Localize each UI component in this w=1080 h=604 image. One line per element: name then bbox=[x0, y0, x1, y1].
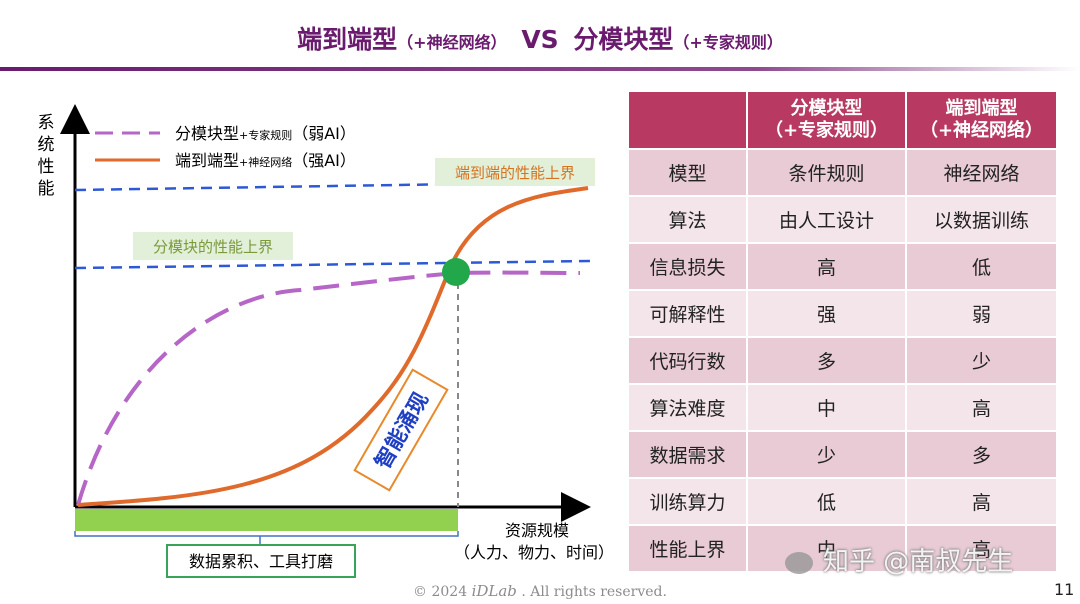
table-cell: 少 bbox=[748, 432, 907, 479]
table-cell: 低 bbox=[907, 244, 1058, 291]
y-axis-label-1: 系 bbox=[38, 113, 55, 133]
end-to-end-bound-line bbox=[74, 180, 591, 192]
end-to-end-bound-label: 端到端的性能上界 bbox=[455, 164, 575, 182]
table-cell: 弱 bbox=[907, 291, 1058, 338]
table-cell: 模型 bbox=[629, 150, 748, 197]
accumulation-bracket bbox=[75, 509, 458, 531]
performance-diagram: 系 统 性 能 端到端的性能上界 分模块的性能上界 智能涌现 分模块型+专家规则… bbox=[38, 104, 614, 578]
table-cell: 算法 bbox=[629, 197, 748, 244]
emergence-label-group: 智能涌现 bbox=[353, 368, 449, 492]
end-to-end-curve bbox=[77, 186, 589, 507]
title-modular-sub: （+专家规则） bbox=[673, 33, 783, 52]
table-row: 数据需求少多 bbox=[629, 432, 1058, 479]
legend-modular-name: 分模块型 bbox=[175, 124, 239, 143]
table-cell: 可解释性 bbox=[629, 291, 748, 338]
table-header-modular-line1: 分模块型 bbox=[790, 98, 863, 119]
table-header-row: 分模块型 （+专家规则） 端到端型 （+神经网络） bbox=[629, 92, 1058, 150]
title-end-to-end-sub: （+神经网络） bbox=[397, 33, 507, 52]
title-end-to-end: 端到端型 bbox=[297, 25, 398, 54]
table-row: 模型 条件规则 神经网络 bbox=[629, 150, 1058, 197]
table-cell: 高 bbox=[907, 385, 1058, 432]
table-cell: 多 bbox=[907, 432, 1058, 479]
table-row: 算法 由人工设计 以数据训练 bbox=[629, 197, 1058, 244]
table-header-end-to-end-line1: 端到端型 bbox=[945, 98, 1018, 119]
table-header-empty bbox=[629, 92, 748, 150]
table-cell: 强 bbox=[748, 291, 907, 338]
accumulation-label: 数据累积、工具打磨 bbox=[189, 552, 333, 571]
page-number: 11 bbox=[1054, 580, 1075, 599]
table-row: 信息损失高低 bbox=[629, 244, 1058, 291]
table-cell: 高 bbox=[907, 479, 1058, 526]
table-cell: 高 bbox=[748, 244, 907, 291]
table-row: 算法难度中高 bbox=[629, 385, 1058, 432]
title-divider bbox=[0, 67, 1080, 71]
table-row: 性能上界中高 bbox=[629, 526, 1058, 573]
title-modular: 分模块型 bbox=[573, 25, 674, 54]
table-cell: 少 bbox=[907, 338, 1058, 385]
modular-bound-line bbox=[74, 259, 591, 270]
table-cell: 训练算力 bbox=[629, 479, 748, 526]
y-axis-label-3: 性 bbox=[38, 157, 55, 177]
table-cell: 神经网络 bbox=[907, 150, 1058, 197]
table-cell: 由人工设计 bbox=[748, 197, 907, 244]
modular-bound-label: 分模块的性能上界 bbox=[153, 238, 273, 256]
legend-modular-label: 分模块型+专家规则（弱AI） bbox=[175, 124, 356, 143]
table-cell: 性能上界 bbox=[629, 526, 748, 573]
table-cell: 中 bbox=[748, 385, 907, 432]
table-row: 代码行数多少 bbox=[629, 338, 1058, 385]
copyright-prefix: © 2024 bbox=[413, 584, 472, 600]
legend-end-to-end-name: 端到端型 bbox=[175, 151, 239, 170]
table-header-end-to-end-line2: （+神经网络） bbox=[919, 120, 1044, 141]
table-header-modular: 分模块型 （+专家规则） bbox=[748, 92, 907, 150]
table-cell: 信息损失 bbox=[629, 244, 748, 291]
table-cell: 以数据训练 bbox=[907, 197, 1058, 244]
table-cell: 多 bbox=[748, 338, 907, 385]
copyright-suffix: . All rights reserved. bbox=[516, 584, 667, 600]
x-axis-sublabel: （人力、物力、时间） bbox=[454, 543, 614, 562]
accumulation-bracket-tail bbox=[74, 531, 459, 537]
emergence-label-box bbox=[353, 368, 449, 492]
crossover-point bbox=[442, 258, 470, 286]
table-cell: 数据需求 bbox=[629, 432, 748, 479]
table-cell: 算法难度 bbox=[629, 385, 748, 432]
x-axis-label: 资源规模 bbox=[505, 521, 569, 540]
table-cell: 中 bbox=[748, 526, 907, 573]
table-cell: 条件规则 bbox=[748, 150, 907, 197]
end-to-end-bound-label-box bbox=[435, 158, 595, 186]
comparison-table: 分模块型 （+专家规则） 端到端型 （+神经网络） 模型 条件规则 神经网络 算法由… bbox=[629, 92, 1058, 573]
title-vs: VS bbox=[521, 25, 559, 54]
zhihu-logo-icon bbox=[785, 551, 813, 574]
modular-bound-label-box bbox=[133, 232, 293, 260]
legend-end-to-end-suffix: +神经网络 bbox=[239, 155, 292, 169]
legend-end-to-end-tag: （强AI） bbox=[292, 151, 356, 170]
table-row: 可解释性强弱 bbox=[629, 291, 1058, 338]
legend-end-to-end-label: 端到端型+神经网络（强AI） bbox=[175, 151, 356, 170]
watermark: 知乎 @南叔先生 bbox=[785, 541, 1013, 578]
table-cell: 低 bbox=[748, 479, 907, 526]
copyright-brand: iDLab bbox=[471, 582, 517, 600]
slide-title: 端到端型（+神经网络） VS 分模块型（+专家规则） bbox=[0, 20, 1080, 56]
table-cell: 高 bbox=[907, 526, 1058, 573]
table-header-end-to-end: 端到端型 （+神经网络） bbox=[907, 92, 1058, 150]
copyright-notice: © 2024 iDLab . All rights reserved. bbox=[0, 582, 1080, 600]
accumulation-label-box bbox=[166, 544, 356, 578]
table-cell: 代码行数 bbox=[629, 338, 748, 385]
legend-modular-tag: （弱AI） bbox=[292, 124, 356, 143]
table-header-modular-line2: （+专家规则） bbox=[764, 120, 889, 141]
y-axis-label-4: 能 bbox=[38, 179, 55, 199]
modular-curve bbox=[76, 270, 581, 506]
table-row: 训练算力低高 bbox=[629, 479, 1058, 526]
legend-modular-suffix: +专家规则 bbox=[239, 128, 292, 142]
watermark-text: 知乎 @南叔先生 bbox=[823, 547, 1014, 577]
y-axis-label-2: 统 bbox=[38, 135, 55, 155]
